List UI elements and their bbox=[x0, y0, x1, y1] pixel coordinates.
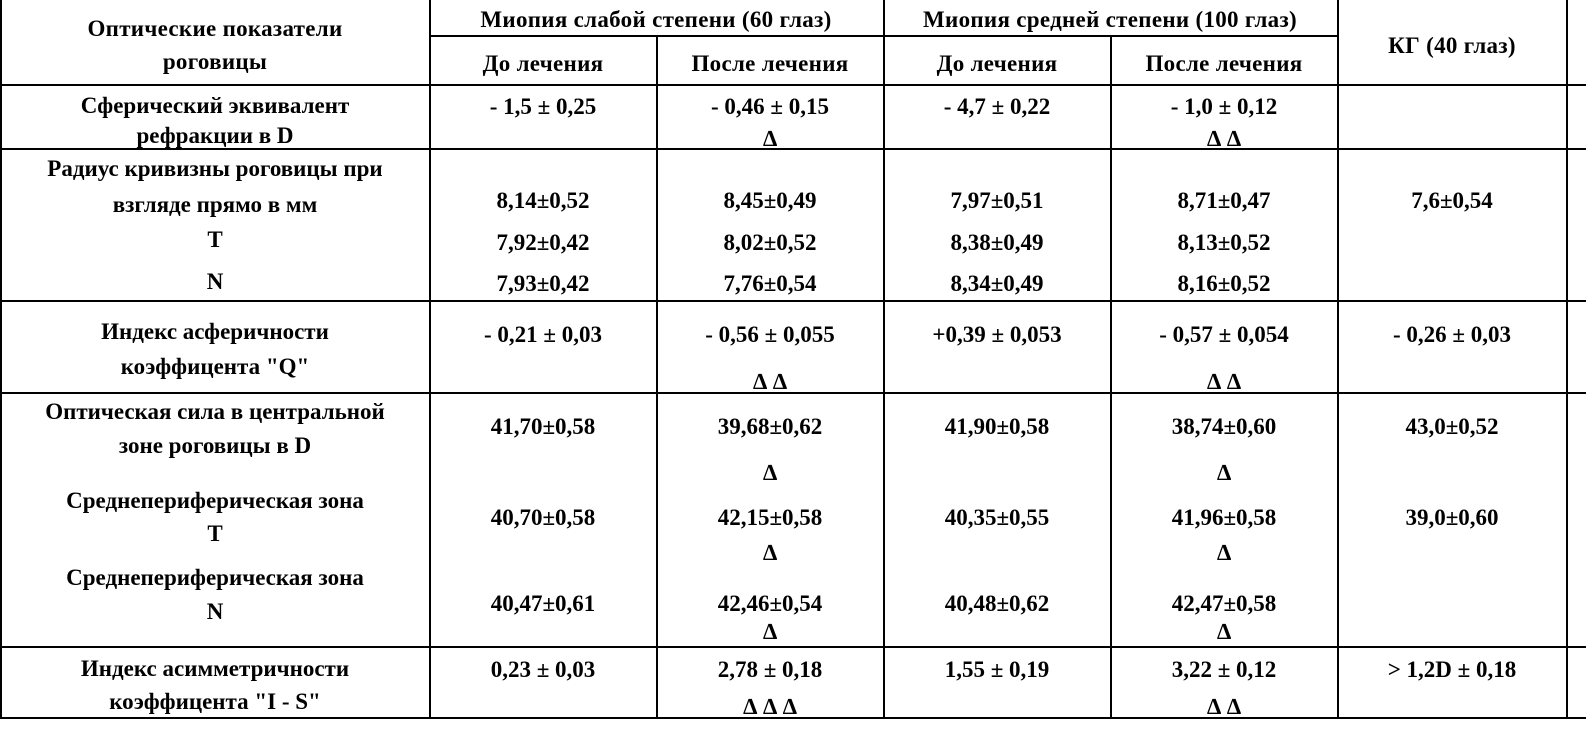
column-border bbox=[429, 0, 431, 719]
table-cell: 7,92±0,42 bbox=[496, 230, 590, 255]
table-cell: - 4,7 ± 0,22 bbox=[943, 94, 1051, 119]
table-cell: 7,76±0,54 bbox=[723, 271, 817, 296]
table-cell: 40,70±0,58 bbox=[490, 505, 596, 530]
table-cell: - 0,57 ± 0,054 bbox=[1159, 322, 1289, 347]
significance-mark: ∆ bbox=[1216, 460, 1232, 485]
header-weak-before: До лечения bbox=[482, 51, 604, 76]
table-cell: - 0,46 ± 0,15 bbox=[710, 94, 830, 119]
table-cell: 8,16±0,52 bbox=[1177, 271, 1271, 296]
row-label: коэффицента "I - S" bbox=[109, 689, 321, 714]
table-cell: 8,45±0,49 bbox=[723, 188, 817, 213]
row-border bbox=[0, 84, 1586, 86]
table-cell: - 0,26 ± 0,03 bbox=[1392, 322, 1512, 347]
table-cell: - 0,56 ± 0,055 bbox=[705, 322, 835, 347]
table-cell: 39,0±0,60 bbox=[1405, 505, 1499, 530]
table-cell: 8,02±0,52 bbox=[723, 230, 817, 255]
table-cell: 42,15±0,58 bbox=[717, 505, 823, 530]
table-cell: - 1,0 ± 0,12 bbox=[1170, 94, 1278, 119]
row-label: рефракции в D bbox=[136, 123, 294, 148]
table-cell: 0,23 ± 0,03 bbox=[490, 657, 596, 682]
table-cell: 7,97±0,51 bbox=[950, 188, 1044, 213]
table-cell: 8,38±0,49 bbox=[950, 230, 1044, 255]
header-group-mid: Миопия средней степени (100 глаз) bbox=[923, 7, 1297, 32]
significance-mark: ∆ bbox=[762, 460, 778, 485]
table-cell: > 1,2D ± 0,18 bbox=[1387, 657, 1517, 682]
row-border bbox=[0, 717, 1586, 719]
header-mid-after: После лечения bbox=[1145, 51, 1303, 76]
row-label: Сферический эквивалент bbox=[80, 93, 350, 118]
row-label: зоне роговицы в D bbox=[118, 433, 312, 458]
table-cell: 42,47±0,58 bbox=[1171, 591, 1277, 616]
row-label: Индекс асферичности bbox=[101, 319, 329, 344]
significance-mark: ∆ ∆ bbox=[1207, 694, 1241, 719]
table-cell: 40,48±0,62 bbox=[944, 591, 1050, 616]
table-cell: 41,90±0,58 bbox=[944, 414, 1050, 439]
column-border bbox=[656, 35, 658, 719]
table-cell: 2,78 ± 0,18 bbox=[717, 657, 823, 682]
table-cell: 8,34±0,49 bbox=[950, 271, 1044, 296]
row-label: N bbox=[206, 269, 224, 294]
row-border bbox=[0, 148, 1586, 150]
table-cell: 1,55 ± 0,19 bbox=[944, 657, 1050, 682]
row-border bbox=[0, 300, 1586, 302]
table-cell: +0,39 ± 0,053 bbox=[932, 322, 1062, 347]
row-label: T bbox=[207, 521, 223, 546]
row-label: Индекс асимметричности bbox=[80, 656, 350, 681]
row-label: Среднепериферическая зона bbox=[66, 488, 364, 513]
column-border bbox=[0, 0, 2, 719]
row-label: коэффицента "Q" bbox=[120, 354, 310, 379]
header-group-weak: Миопия слабой степени (60 глаз) bbox=[480, 7, 832, 32]
header-param-line2: роговицы bbox=[162, 49, 268, 74]
table-cell: 41,70±0,58 bbox=[490, 414, 596, 439]
header-kg: КГ (40 глаз) bbox=[1388, 33, 1516, 58]
table-cell: 39,68±0,62 bbox=[717, 414, 823, 439]
table-cell: 43,0±0,52 bbox=[1405, 414, 1499, 439]
header-mid-before: До лечения bbox=[936, 51, 1058, 76]
row-border bbox=[0, 392, 1586, 394]
table-cell: 8,71±0,47 bbox=[1177, 188, 1271, 213]
header-weak-after: После лечения bbox=[691, 51, 849, 76]
table-cell: 42,46±0,54 bbox=[717, 591, 823, 616]
header-param-line1: Оптические показатели bbox=[87, 16, 343, 41]
significance-mark: ∆ bbox=[1216, 619, 1232, 644]
table-cell: 8,14±0,52 bbox=[496, 188, 590, 213]
table-cell: 7,6±0,54 bbox=[1411, 188, 1493, 213]
significance-mark: ∆ bbox=[762, 540, 778, 565]
table-cell: - 0,21 ± 0,03 bbox=[483, 322, 603, 347]
row-label: Радиус кривизны роговицы при bbox=[47, 156, 383, 181]
table-cell: 40,47±0,61 bbox=[490, 591, 596, 616]
column-border bbox=[1566, 0, 1568, 719]
table-cell: 41,96±0,58 bbox=[1171, 505, 1277, 530]
row-label: Среднепериферическая зона bbox=[66, 565, 364, 590]
significance-mark: ∆ bbox=[762, 619, 778, 644]
column-border bbox=[1337, 0, 1339, 719]
table-cell: - 1,5 ± 0,25 bbox=[489, 94, 597, 119]
significance-mark: ∆ ∆ bbox=[1207, 126, 1241, 151]
significance-mark: ∆ ∆ bbox=[753, 369, 787, 394]
table-cell: 8,13±0,52 bbox=[1177, 230, 1271, 255]
table-cell: 7,93±0,42 bbox=[496, 271, 590, 296]
significance-mark: ∆ bbox=[1216, 540, 1232, 565]
significance-mark: ∆ ∆ bbox=[1207, 369, 1241, 394]
table-cell: 38,74±0,60 bbox=[1171, 414, 1277, 439]
table-cell: 40,35±0,55 bbox=[944, 505, 1050, 530]
row-label: взгляде прямо в мм bbox=[112, 192, 318, 217]
significance-mark: ∆ bbox=[762, 126, 778, 151]
significance-mark: ∆ ∆ ∆ bbox=[743, 694, 797, 719]
table-cell: 3,22 ± 0,12 bbox=[1171, 657, 1277, 682]
row-border bbox=[0, 646, 1586, 648]
column-border bbox=[883, 0, 885, 719]
row-label: Оптическая сила в центральной bbox=[45, 399, 385, 424]
row-label: T bbox=[207, 227, 223, 252]
column-border bbox=[1110, 35, 1112, 719]
row-label: N bbox=[206, 599, 224, 624]
